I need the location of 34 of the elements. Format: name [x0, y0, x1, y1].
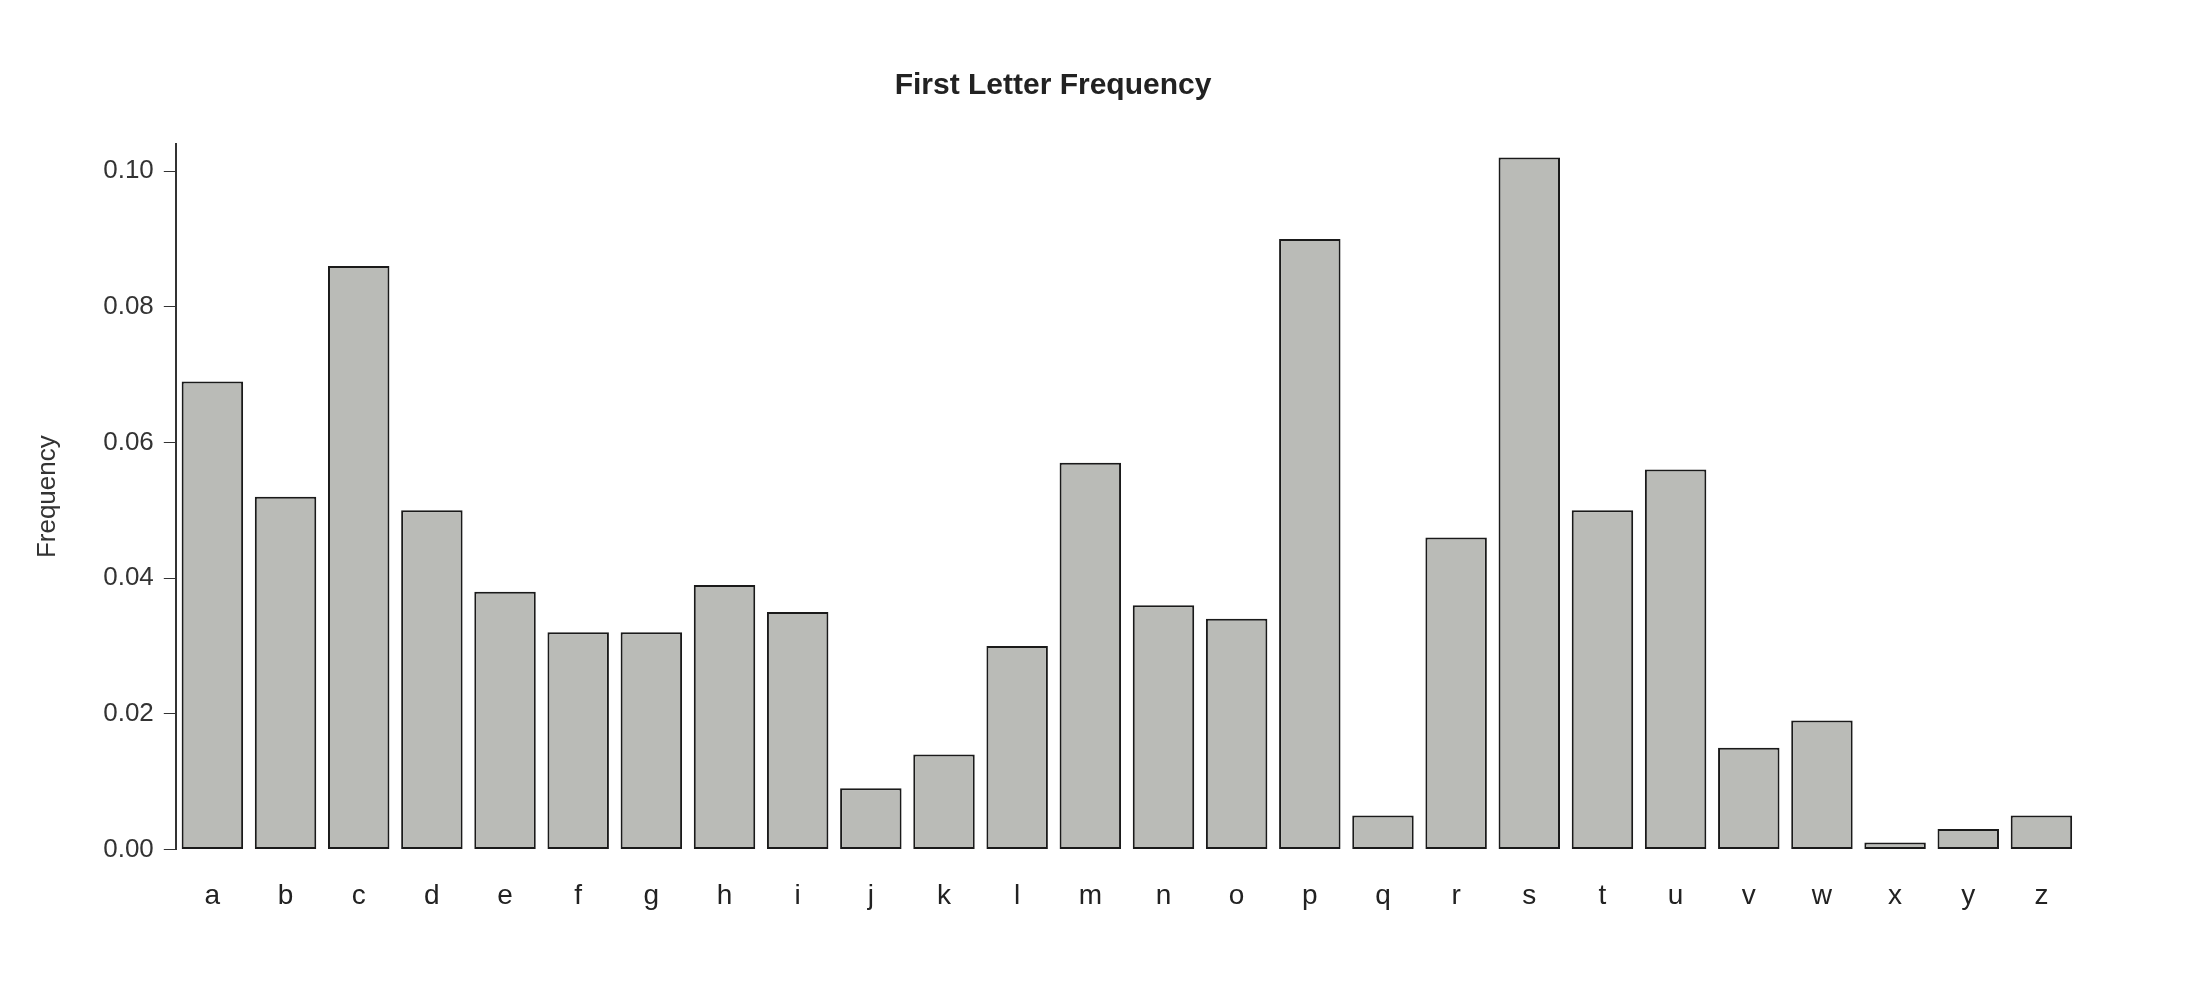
x-tick-label: h: [716, 878, 733, 910]
x-tick-label: y: [1961, 878, 1976, 910]
x-tick-label: k: [937, 878, 952, 910]
x-tick-label: j: [866, 878, 874, 910]
y-tick-label: 0.02: [103, 696, 154, 727]
x-tick-label: f: [574, 878, 583, 910]
x-tick-label: b: [277, 878, 294, 910]
x-tick-label: e: [497, 878, 513, 910]
x-tick-label: p: [1302, 878, 1318, 910]
x-tick-label: g: [643, 878, 660, 910]
y-tick-label: 0.00: [103, 832, 154, 863]
x-tick-label: q: [1375, 878, 1391, 910]
x-tick-label: l: [1014, 878, 1021, 910]
x-tick-label: s: [1522, 878, 1537, 910]
x-tick-label: x: [1888, 878, 1903, 910]
y-axis-title: Frequency: [30, 435, 61, 559]
x-tick-label: z: [2034, 878, 2049, 910]
x-tick-label: u: [1667, 878, 1684, 910]
y-tick-label: 0.06: [103, 425, 154, 456]
y-tick-label: 0.04: [103, 561, 154, 592]
x-tick-label: a: [204, 878, 221, 910]
x-tick-label: d: [424, 878, 440, 910]
y-tick-label: 0.08: [103, 289, 154, 320]
x-tick-label: c: [351, 878, 366, 910]
chart-title: First Letter Frequency: [894, 67, 1212, 101]
x-tick-label: r: [1451, 878, 1461, 910]
x-tick-label: v: [1741, 878, 1756, 910]
x-tick-label: n: [1155, 878, 1172, 910]
y-tick-label: 0.10: [103, 154, 154, 185]
x-tick-label: m: [1078, 878, 1102, 910]
x-tick-label: o: [1228, 878, 1245, 910]
x-tick-label: w: [1810, 878, 1833, 910]
x-tick-label: t: [1598, 878, 1607, 910]
x-tick-label: i: [794, 878, 801, 910]
